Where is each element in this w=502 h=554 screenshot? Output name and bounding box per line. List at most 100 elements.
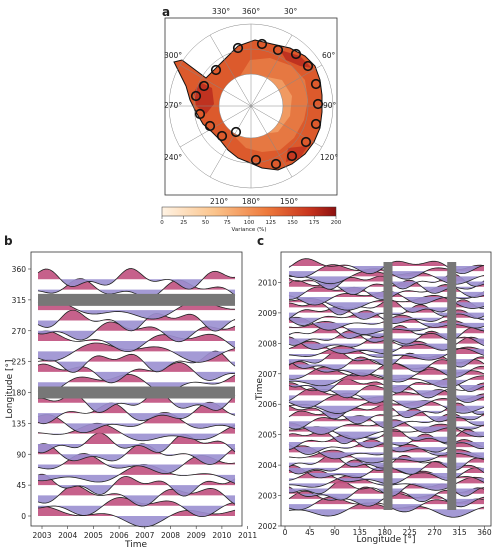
panel-b-ytick-label: 270 <box>12 327 27 336</box>
station-marker <box>270 158 282 170</box>
panel-b-ridge-line <box>37 268 236 290</box>
colorbar-tick-label: 25 <box>180 220 187 226</box>
panel-b-ridge-negative <box>38 495 235 507</box>
panel-b-ridge-negative <box>38 330 235 342</box>
station-marker <box>310 118 322 130</box>
panel-b-xtick-label: 2007 <box>135 531 154 540</box>
panel-c-yticks: 2002 2003 2004 2005 2006 2007 2008 2009 2010 <box>258 278 281 531</box>
panel-c-ridge-negative <box>289 322 484 331</box>
lon-label-240: 240° <box>164 153 182 162</box>
panel-b-ridge-negative <box>38 320 235 332</box>
lon-label-360: 360° <box>242 7 260 16</box>
station-marker <box>230 126 242 138</box>
panel-c-ridge-negative <box>289 266 484 274</box>
panel-c-ridge-positive <box>289 454 484 463</box>
panel-b-ridge-line <box>37 473 236 497</box>
panel-b-ytick-label: 225 <box>12 358 27 367</box>
panel-b-ridge-line <box>37 432 236 454</box>
panel-c-ridge-negative <box>289 473 484 481</box>
panel-b-ridge-positive <box>38 464 235 475</box>
panel-b-ytick-label: 135 <box>12 419 27 428</box>
panel-b-ridge-negative <box>38 443 235 453</box>
panel-b-ridge-positive <box>38 374 235 383</box>
panel-c-ridge-negative <box>289 281 484 290</box>
panel-b-xtick-label: 2008 <box>161 531 180 540</box>
panel-c-ridge-negative <box>289 400 484 409</box>
panel-c-xtick-label: 180 <box>378 528 393 537</box>
panel-b-xticks: 2003 2004 2005 2006 2007 2008 2009 2010 2011 <box>32 526 257 540</box>
panel-b-ridge-negative <box>38 464 235 474</box>
panel-c-ytick-label: 2010 <box>258 278 277 287</box>
panel-c-ridge-positive <box>289 309 484 318</box>
colorbar-tick-label: 100 <box>244 220 255 226</box>
colorbar-tick-label: 200 <box>331 220 342 226</box>
gps-stations <box>190 38 324 170</box>
panel-c-ridge-negative <box>289 297 484 306</box>
panel-c-ytick-label: 2007 <box>258 370 277 379</box>
station-marker <box>198 80 210 92</box>
lon-label-150: 150° <box>280 197 298 206</box>
panel-c-ridge-negative <box>289 483 484 491</box>
panel-c-ridge-negative <box>289 416 484 424</box>
lon-label-60: 60° <box>322 51 336 60</box>
panel-c-ridge-negative <box>289 333 484 341</box>
panel-b-ridge-negative <box>38 505 235 517</box>
lon-label-300: 300° <box>164 51 182 60</box>
panel-b-xtick-label: 2005 <box>84 531 103 540</box>
panel-c-ridge-negative <box>289 504 484 512</box>
panel-b-ridge-negative <box>38 361 235 373</box>
panel-c-xtick-label: 270 <box>427 528 442 537</box>
panel-c-ridge-positive <box>289 393 484 401</box>
station-marker <box>310 78 322 90</box>
panel-a: a 330° 360° 30° 300° 60° 270° <box>160 5 341 233</box>
panel-b-ytick-label: 360 <box>12 265 27 274</box>
lon-label-330: 330° <box>212 7 230 16</box>
panel-c-xtick-label: 360 <box>477 528 492 537</box>
panel-b: b 2003 2004 2005 2006 2007 2008 2009 2010 2011 0… <box>4 234 257 550</box>
panel-c-ridge-negative <box>289 364 484 372</box>
panel-b-ytick-label: 315 <box>12 296 27 305</box>
panel-c-ridge-positive <box>289 356 484 365</box>
panel-c-ridge-negative <box>289 317 484 326</box>
station-marker <box>250 154 262 166</box>
panel-b-ridge-positive <box>38 412 235 424</box>
panel-c-ridge-positive <box>289 491 484 499</box>
panel-c-ridge-positive <box>289 475 484 484</box>
panel-c-xtick-label: 45 <box>305 528 315 537</box>
panel-b-ridge-line <box>37 330 236 353</box>
panel-b-xtick-label: 2004 <box>58 531 77 540</box>
station-marker <box>302 60 314 72</box>
panel-c-ridge-negative <box>289 307 484 315</box>
panel-b-ridge-positive <box>38 310 235 321</box>
panel-b-ridge-negative <box>38 485 235 497</box>
panel-c-ridge-positive <box>289 258 484 267</box>
panel-c-gap-band <box>383 262 393 510</box>
panel-c-ridge-negative <box>289 286 484 295</box>
station-marker <box>210 64 222 76</box>
panel-c-ytick-label: 2002 <box>258 522 277 531</box>
panel-b-letter: b <box>4 234 13 248</box>
panel-b-ytick-label: 45 <box>16 481 26 490</box>
panel-c-xtick-label: 225 <box>402 528 417 537</box>
panel-b-ridge-negative <box>38 351 235 363</box>
panel-c-ridge-negative <box>289 353 484 361</box>
panel-b-ridge-line <box>37 422 236 442</box>
panel-c-ridge-positive <box>289 264 484 272</box>
panel-b-yticks: 0 45 90 135 180 225 270 315 360 <box>12 265 31 521</box>
station-marker <box>272 44 284 56</box>
lon-label-270: 270° <box>164 101 182 110</box>
panel-c-ridge-negative <box>289 302 484 311</box>
panel-b-gap-band <box>38 293 235 306</box>
panel-c-ylabel: Time <box>255 378 265 401</box>
colorbar-tick-label: 175 <box>309 220 320 226</box>
panel-b-ytick-label: 0 <box>21 512 26 521</box>
panel-c-ridge-negative <box>289 405 484 414</box>
panel-c: c 0 45 90 135 180 225 270 315 360 20022003200420… <box>255 234 492 545</box>
panel-b-ridge-positive <box>38 330 235 342</box>
panel-c-ytick-label: 2005 <box>258 431 277 440</box>
panel-b-ridge-positive <box>38 443 235 455</box>
station-marker <box>300 136 312 148</box>
panel-b-ylabel: Longitude [°] <box>5 359 15 418</box>
lon-label-90: 90° <box>323 101 337 110</box>
panel-c-ridges <box>288 258 485 518</box>
